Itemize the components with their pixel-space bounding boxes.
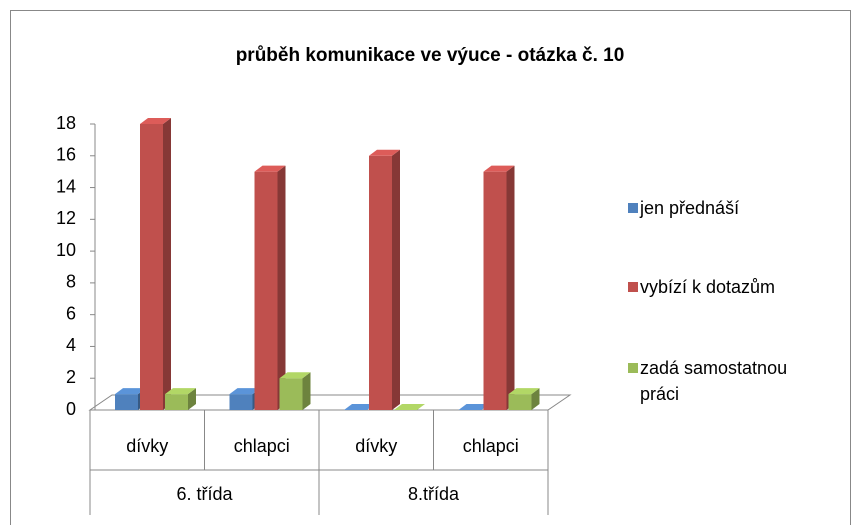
bar [483, 165, 515, 410]
chart-title: průběh komunikace ve výuce - otázka č. 1… [236, 45, 625, 66]
y-tick-label: 16 [56, 145, 76, 165]
bar [508, 388, 540, 410]
bar-front [229, 394, 253, 410]
bar [394, 404, 425, 410]
bar-side [163, 118, 171, 410]
x-tick-label: chlapci [463, 436, 519, 456]
y-tick-label: 8 [66, 272, 76, 292]
legend-swatch [628, 363, 638, 373]
bar-side [188, 388, 196, 410]
bar-top [369, 149, 400, 156]
bar-front [140, 124, 163, 410]
bar-top [229, 388, 261, 395]
group-label: 6. třída [176, 484, 233, 504]
bar-front [508, 394, 532, 410]
bar-top [140, 118, 171, 124]
bar [254, 165, 286, 410]
bar-side [506, 165, 515, 410]
x-tick-label: chlapci [234, 436, 290, 456]
legend-swatch [628, 203, 638, 213]
bar-front [369, 155, 392, 410]
x-tick-label: dívky [126, 436, 168, 456]
bar [369, 149, 400, 410]
y-tick-label: 0 [66, 399, 76, 419]
bar-front [483, 171, 507, 410]
y-tick-label: 14 [56, 176, 76, 196]
bar [165, 388, 196, 410]
y-tick-label: 4 [66, 335, 76, 355]
bar-front [254, 171, 278, 410]
bar [279, 372, 311, 410]
bar-top [115, 388, 146, 395]
bar-side [531, 388, 540, 410]
group-label: 8.třída [408, 484, 460, 504]
bar-top [394, 404, 425, 410]
bar-top [344, 404, 375, 410]
bar-side [392, 149, 400, 410]
bar-front [165, 394, 188, 410]
bar-side [277, 165, 286, 410]
bar-top [483, 165, 515, 172]
x-tick-label: dívky [355, 436, 397, 456]
bar [458, 404, 490, 410]
bar-side [302, 372, 311, 410]
legend-label: jen přednáší [640, 198, 740, 218]
bar-top [508, 388, 540, 395]
y-tick-label: 10 [56, 240, 76, 260]
y-tick-label: 18 [56, 113, 76, 133]
y-tick-label: 6 [66, 303, 76, 323]
bar [344, 404, 375, 410]
legend-label: vybízí k dotazům [640, 277, 776, 297]
bar-top [458, 404, 490, 410]
y-tick-label: 2 [66, 367, 76, 387]
legend-swatch [628, 282, 638, 292]
bar-top [165, 388, 196, 395]
bar-top [254, 165, 286, 172]
y-tick-label: 12 [56, 208, 76, 228]
bar [140, 118, 171, 410]
bar-top [279, 372, 311, 379]
legend-label: zadá samostatnou práci [640, 358, 788, 404]
bar-front [115, 394, 138, 410]
bar-front [279, 378, 303, 410]
